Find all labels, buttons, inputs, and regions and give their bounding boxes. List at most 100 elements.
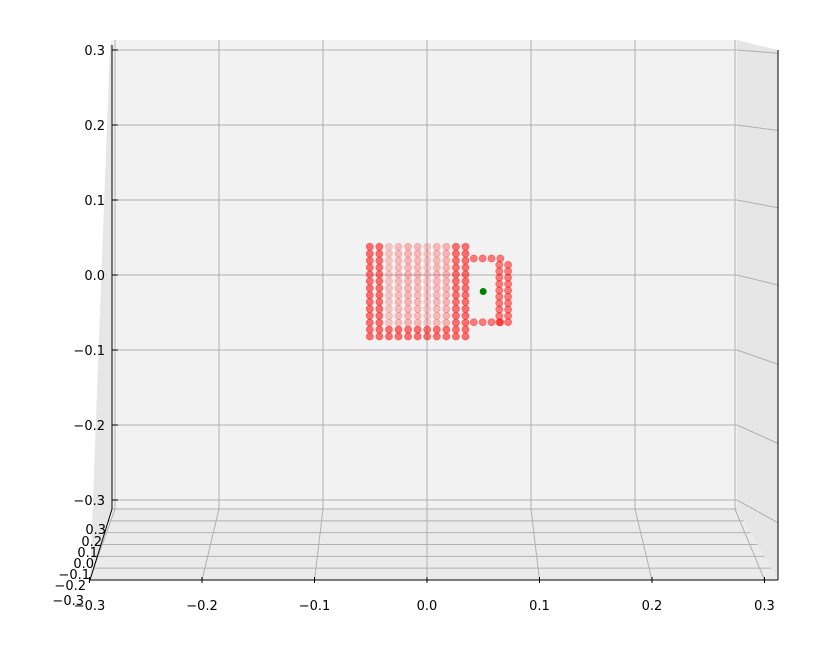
point [442, 256, 451, 265]
point [452, 256, 460, 265]
point [404, 263, 412, 272]
point [404, 332, 412, 341]
point [423, 291, 432, 299]
point [432, 291, 441, 299]
point [423, 242, 432, 251]
point [413, 332, 422, 341]
point [423, 263, 432, 272]
point [413, 298, 422, 306]
point [404, 318, 412, 327]
point [452, 249, 460, 258]
point [413, 291, 422, 299]
point [423, 256, 432, 265]
point [375, 263, 384, 272]
point [385, 291, 393, 299]
point [442, 270, 451, 279]
point [404, 256, 412, 265]
handle-point [496, 254, 505, 263]
point [394, 284, 403, 293]
z-tick-label: −0.2 [73, 419, 105, 434]
y-tick-label: −0.2 [54, 579, 86, 594]
point [365, 291, 374, 299]
y-tick-label: 0.3 [85, 523, 106, 538]
axis-lines [89, 45, 779, 583]
point [432, 311, 441, 320]
point [432, 277, 441, 286]
point [442, 249, 451, 258]
point [461, 291, 470, 299]
point-cloud [365, 242, 513, 341]
z-tick-label: 0.3 [84, 44, 105, 59]
point [404, 325, 412, 334]
point [385, 332, 393, 341]
point [385, 242, 393, 251]
handle-point [487, 254, 496, 263]
point [394, 242, 403, 251]
point [385, 284, 393, 293]
point [452, 270, 460, 279]
point [432, 332, 441, 341]
point [442, 304, 451, 313]
point [385, 263, 393, 272]
y-tick-label: 0.1 [77, 546, 98, 561]
z-tick-label: 0.2 [84, 119, 105, 134]
point [375, 291, 384, 299]
point [452, 291, 460, 299]
point [375, 277, 384, 286]
point [365, 270, 374, 279]
point [461, 242, 470, 251]
point [365, 256, 374, 265]
point [385, 325, 393, 334]
side-grid-line [736, 349, 779, 365]
point [365, 249, 374, 258]
x-tick-label: 0.2 [642, 599, 663, 614]
point [452, 263, 460, 272]
point [394, 298, 403, 306]
point [432, 263, 441, 272]
point [404, 277, 412, 286]
point [413, 249, 422, 258]
x-tick-label: 0.3 [754, 599, 775, 614]
point [385, 318, 393, 327]
point [385, 311, 393, 320]
point [394, 304, 403, 313]
point [394, 263, 403, 272]
point [423, 332, 432, 341]
side-grid-line [736, 124, 779, 131]
point [423, 249, 432, 258]
point [404, 291, 412, 299]
point [375, 332, 384, 341]
point [461, 332, 470, 341]
point [394, 318, 403, 327]
z-tick-label: −0.1 [73, 344, 105, 359]
point [461, 298, 470, 306]
marker-point [479, 288, 487, 295]
point [461, 263, 470, 272]
z-tick-label: −0.3 [73, 494, 105, 509]
point [365, 311, 374, 320]
point [404, 304, 412, 313]
handle-point [478, 318, 487, 327]
point [375, 270, 384, 279]
point [423, 304, 432, 313]
point [365, 298, 374, 306]
point [375, 311, 384, 320]
z-tick-label: 0.0 [84, 269, 105, 284]
point [461, 256, 470, 265]
point [365, 332, 374, 341]
point [413, 284, 422, 293]
x-tick-label: −0.1 [299, 599, 331, 614]
point [461, 270, 470, 279]
point [413, 318, 422, 327]
point [413, 304, 422, 313]
y-tick-label: 0.2 [81, 535, 102, 550]
point [394, 291, 403, 299]
handle-point [495, 260, 504, 269]
side-grid-line [736, 49, 779, 54]
handle-point [478, 254, 487, 263]
point [442, 325, 451, 334]
x-tick-label: −0.3 [74, 599, 106, 614]
x-tick-label: 0.1 [529, 599, 550, 614]
point [375, 298, 384, 306]
y-tick-label: −0.1 [58, 568, 90, 583]
